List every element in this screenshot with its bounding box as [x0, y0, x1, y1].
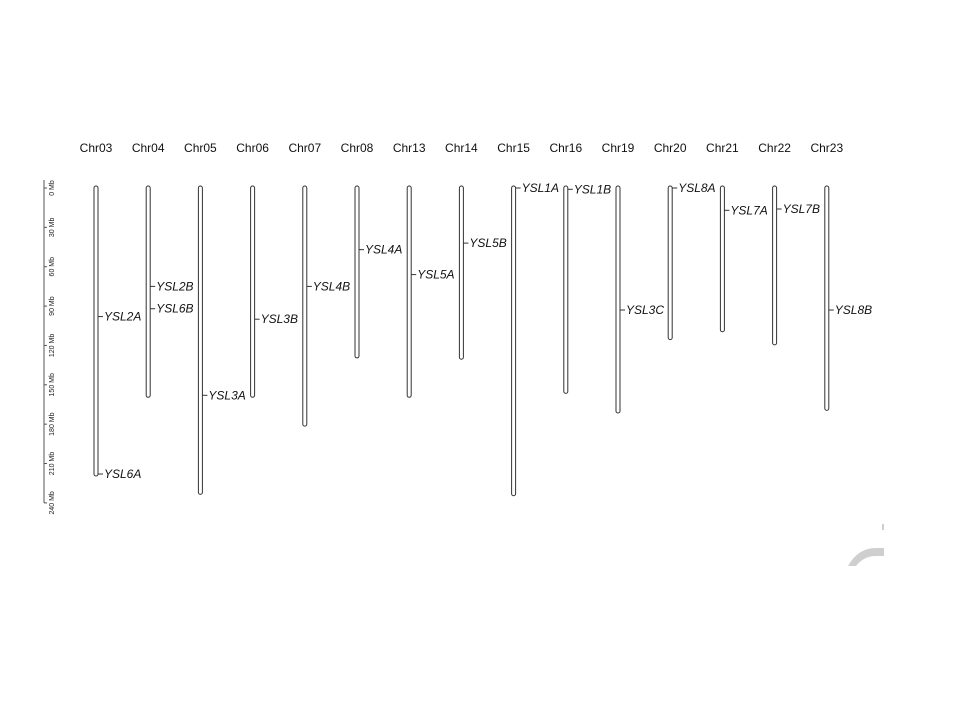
chromosome-bar: [719, 185, 725, 333]
chromosome-bar: [197, 185, 203, 495]
chromosome-bar: [511, 185, 517, 497]
scale-tick-label: 60 Mb: [49, 257, 56, 277]
chromosome-bar: [824, 185, 830, 411]
chromosome-label: Chr04: [132, 141, 165, 155]
chromosome-chr08: Chr08 YSL4A: [341, 141, 402, 359]
chromosome-bar: [93, 185, 99, 477]
corner-decoration: [848, 524, 884, 566]
chromosome-bar: [667, 185, 673, 341]
gene-label: YSL1A: [522, 181, 559, 195]
scale-tick-label: 150 Mb: [49, 373, 56, 396]
scale-tick-label: 180 Mb: [49, 412, 56, 435]
gene-label: YSL4B: [313, 279, 350, 293]
chromosome-label: Chr19: [602, 141, 635, 155]
chromosome-bar: [250, 185, 256, 398]
chromosome-chr16: Chr16 YSL1B: [549, 141, 611, 394]
scale-tick-label: 120 Mb: [49, 334, 56, 357]
chromosome-group: Chr03 YSL2A YSL6A Chr04 YSL2B YSL6B Chr05 YSL3A…: [80, 141, 872, 497]
chromosome-label: Chr22: [758, 141, 791, 155]
chromosome-label: Chr21: [706, 141, 739, 155]
chromosome-bar: [354, 185, 360, 359]
chromosome-chr15: Chr15 YSL1A: [497, 141, 559, 497]
gene-label: YSL5B: [469, 236, 506, 250]
gene-label: YSL1B: [574, 182, 611, 196]
gene-label: YSL5A: [417, 268, 454, 282]
chromosome-label: Chr08: [341, 141, 374, 155]
scale-tick-label: 30 Mb: [49, 218, 56, 238]
chromosome-chr21: Chr21 YSL7A: [706, 141, 768, 333]
chromosome-bar: [615, 185, 621, 414]
chromosome-chr19: Chr19 YSL3C: [602, 141, 664, 414]
gene-label: YSL8A: [678, 181, 715, 195]
gene-label: YSL4A: [365, 243, 402, 257]
chromosome-chr20: Chr20 YSL8A: [654, 141, 716, 341]
chromosome-label: Chr05: [184, 141, 217, 155]
scale-tick-label: 240 Mb: [49, 491, 56, 514]
chromosome-chr23: Chr23 YSL8B: [810, 141, 872, 411]
gene-label: YSL2A: [104, 310, 141, 324]
gene-label: YSL3A: [208, 388, 245, 402]
chromosome-label: Chr13: [393, 141, 426, 155]
gene-label: YSL7B: [783, 202, 820, 216]
chromosome-label: Chr03: [80, 141, 113, 155]
scale-tick-label: 210 Mb: [49, 452, 56, 475]
chromosome-chr14: Chr14 YSL5B: [445, 141, 507, 360]
gene-label: YSL3C: [626, 303, 664, 317]
chromosome-label: Chr14: [445, 141, 478, 155]
chromosome-label: Chr07: [288, 141, 321, 155]
chromosome-label: Chr16: [549, 141, 582, 155]
chromosome-bar: [406, 185, 412, 398]
scale-axis: 0 Mb 30 Mb 60 Mb 90 Mb 120 Mb 150 Mb 180 Mb 210…: [43, 180, 56, 515]
gene-label: YSL7A: [730, 203, 767, 217]
scale-tick-label: 0 Mb: [49, 180, 56, 196]
gene-label: YSL3B: [261, 312, 298, 326]
chromosome-chr04: Chr04 YSL2B YSL6B: [132, 141, 194, 398]
chromosome-chr05: Chr05 YSL3A: [184, 141, 246, 495]
chromosome-bar: [458, 185, 464, 360]
chromosome-label: Chr15: [497, 141, 530, 155]
chromosome-chr13: Chr13 YSL5A: [393, 141, 455, 398]
chromosome-chr07: Chr07 YSL4B: [288, 141, 350, 427]
chromosome-bar: [772, 185, 778, 346]
chromosome-bar: [302, 185, 308, 427]
gene-label: YSL2B: [156, 279, 193, 293]
chromosome-bar: [563, 185, 569, 394]
chromosome-chr03: Chr03 YSL2A YSL6A: [80, 141, 142, 481]
gene-label: YSL6B: [156, 302, 193, 316]
gene-label: YSL8B: [835, 303, 872, 317]
chromosome-bar: [145, 185, 151, 398]
gene-label: YSL6A: [104, 467, 141, 481]
chromosome-label: Chr06: [236, 141, 269, 155]
scale-tick-label: 90 Mb: [49, 296, 56, 316]
chromosome-chr06: Chr06 YSL3B: [236, 141, 298, 398]
chromosome-chr22: Chr22 YSL7B: [758, 141, 820, 346]
chromosome-label: Chr23: [810, 141, 843, 155]
chromosome-label: Chr20: [654, 141, 687, 155]
